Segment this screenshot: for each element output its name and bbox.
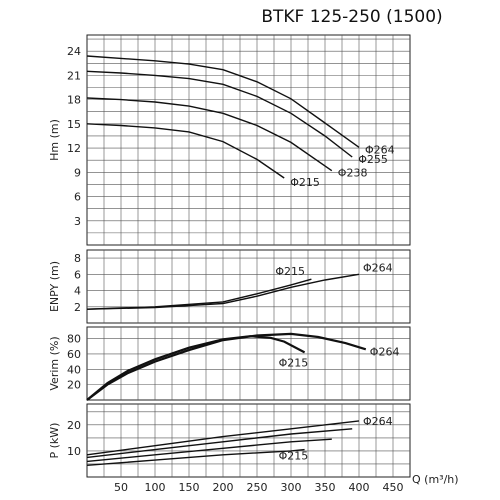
curve-head-Φ255: [86, 70, 353, 158]
curve-label-power: Φ264: [363, 415, 393, 428]
curve-head-Φ238: [86, 97, 333, 172]
y-tick-label: 21: [67, 69, 81, 82]
y-tick-label: 80: [67, 333, 81, 346]
curve-npsh-Φ215: [86, 278, 312, 310]
curve-label-power: Φ215: [279, 450, 309, 463]
x-tick-label: 400: [349, 481, 370, 494]
x-tick-label: 300: [281, 481, 302, 494]
curve-label-efficiency: Φ215: [279, 356, 309, 369]
y-axis-label-efficiency: Verim (%): [48, 336, 61, 390]
y-tick-label: 2: [74, 301, 81, 314]
curve-power-Φ264: [86, 420, 360, 456]
y-axis-label-npsh: ENPY (m): [48, 261, 61, 312]
x-tick-label: 50: [114, 481, 128, 494]
chart-title: BTKF 125-250 (1500): [261, 7, 442, 27]
curve-label-head: Φ255: [358, 153, 388, 166]
y-tick-label: 9: [74, 166, 81, 179]
y-tick-label: 20: [67, 379, 81, 392]
curve-power-Φ255: [86, 428, 353, 459]
x-tick-label: 100: [145, 481, 166, 494]
x-tick-label: 250: [247, 481, 268, 494]
y-tick-label: 10: [67, 445, 81, 458]
y-tick-label: 6: [74, 191, 81, 204]
y-tick-label: 40: [67, 363, 81, 376]
y-tick-label: 18: [67, 94, 81, 107]
y-tick-label: 6: [74, 268, 81, 281]
curve-label-efficiency: Φ264: [370, 345, 400, 358]
y-tick-label: 3: [74, 215, 81, 228]
x-tick-label: 450: [383, 481, 404, 494]
curve-label-npsh: Φ215: [275, 265, 305, 278]
x-tick-label: 350: [315, 481, 336, 494]
curve-power-Φ238: [86, 438, 332, 463]
y-axis-label-head: Hm (m): [48, 119, 61, 161]
curve-head-Φ264: [86, 55, 360, 148]
y-tick-label: 8: [74, 252, 81, 265]
curve-efficiency-Φ264: [86, 332, 367, 401]
panel-frame-efficiency: [86, 326, 411, 401]
curve-label-head: Φ238: [338, 167, 368, 180]
curve-label-head: Φ215: [290, 176, 320, 189]
curve-label-npsh: Φ264: [363, 261, 393, 274]
panel-frame-power: [86, 403, 411, 478]
curve-power-Φ215: [86, 448, 305, 466]
curve-npsh-Φ264: [86, 273, 360, 310]
y-tick-label: 4: [74, 285, 81, 298]
curve-efficiency-Φ215: [86, 335, 306, 401]
y-tick-label: 24: [67, 45, 81, 58]
x-tick-label: 150: [179, 481, 200, 494]
y-tick-label: 15: [67, 118, 81, 131]
y-tick-label: 12: [67, 142, 81, 155]
curve-head-Φ215: [86, 123, 285, 179]
y-tick-label: 60: [67, 348, 81, 361]
curve-label-head: Φ264: [365, 143, 395, 156]
panel-frame-npsh: [86, 249, 411, 324]
x-axis-label: Q (m³/h): [412, 473, 459, 486]
y-tick-label: 20: [67, 419, 81, 432]
x-tick-label: 200: [213, 481, 234, 494]
panel-frame-head: [86, 34, 411, 246]
y-axis-label-power: P (kW): [48, 423, 61, 459]
